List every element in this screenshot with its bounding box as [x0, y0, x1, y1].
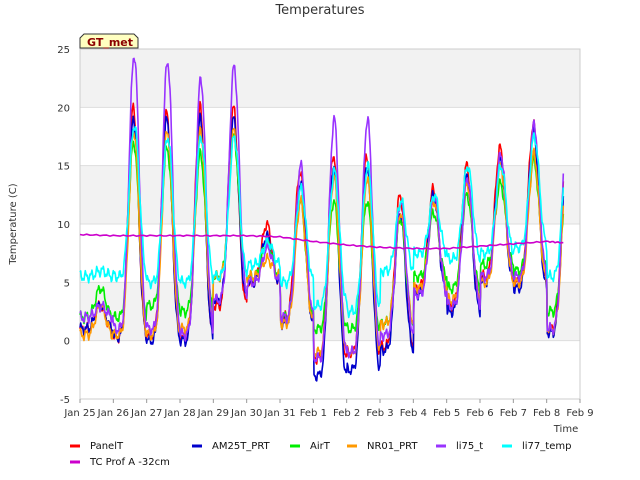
- y-tick-label: 25: [57, 45, 70, 56]
- series-group: [79, 57, 565, 382]
- y-tick-label: 15: [57, 162, 70, 173]
- legend-label: li75_t: [456, 441, 483, 452]
- station-badge: GT_met: [79, 33, 139, 49]
- badge-shape: [79, 33, 139, 49]
- y-axis-title: Temperature (C): [8, 183, 19, 265]
- y-tick-label: 0: [64, 337, 70, 348]
- legend-label: AirT: [310, 441, 331, 452]
- x-tick-label: Jan 28: [163, 408, 195, 419]
- background-band: [80, 107, 580, 166]
- x-tick-label: Jan 26: [97, 408, 129, 419]
- x-tick-label: Jan 30: [230, 408, 262, 419]
- legend-label: PanelT: [90, 441, 124, 452]
- x-tick-label: Feb 3: [366, 408, 393, 419]
- legend: PanelT AM25T_PRT AirT NR01_PRT li75_t li77_te…: [70, 441, 571, 468]
- plot-frame: [79, 48, 581, 400]
- background-band: [80, 340, 580, 399]
- x-tick-label: Feb 1: [300, 408, 327, 419]
- y-tick-label: -5: [60, 395, 70, 406]
- series-line-li77-temp: [79, 126, 565, 319]
- x-tick-label: Feb 8: [533, 408, 560, 419]
- legend-label: TC Prof A -32cm: [89, 457, 170, 468]
- legend-label: NR01_PRT: [367, 441, 418, 452]
- legend-label: AM25T_PRT: [212, 441, 271, 452]
- background-band: [80, 49, 580, 108]
- chart-title: Temperatures: [274, 3, 364, 18]
- series-line-tc-prof-a-32cm: [79, 233, 564, 250]
- x-tick-label: Jan 27: [130, 408, 162, 419]
- x-tick-label: Feb 6: [466, 408, 493, 419]
- y-tick-label: 5: [64, 278, 70, 289]
- x-tick-label: Jan 25: [63, 408, 95, 419]
- x-tick-label: Feb 5: [433, 408, 460, 419]
- y-axis-ticks: -5 0 5 10 15 20 25: [57, 45, 70, 406]
- y-tick-label: 20: [57, 103, 70, 114]
- y-tick-label: 10: [57, 220, 70, 231]
- x-tick-label: Feb 7: [500, 408, 527, 419]
- legend-label: li77_temp: [522, 441, 571, 452]
- x-tick-label: Feb 4: [400, 408, 427, 419]
- x-axis-ticks: Jan 25 Jan 26 Jan 27 Jan 28 Jan 29 Jan 30 Jan …: [63, 399, 594, 419]
- x-tick-label: Jan 31: [263, 408, 295, 419]
- x-tick-label: Jan 29: [197, 408, 229, 419]
- x-tick-label: Feb 2: [333, 408, 360, 419]
- x-axis-title: Time: [553, 424, 578, 435]
- x-tick-label: Feb 9: [566, 408, 593, 419]
- background-band: [80, 282, 580, 341]
- badge-label: GT_met: [87, 36, 133, 49]
